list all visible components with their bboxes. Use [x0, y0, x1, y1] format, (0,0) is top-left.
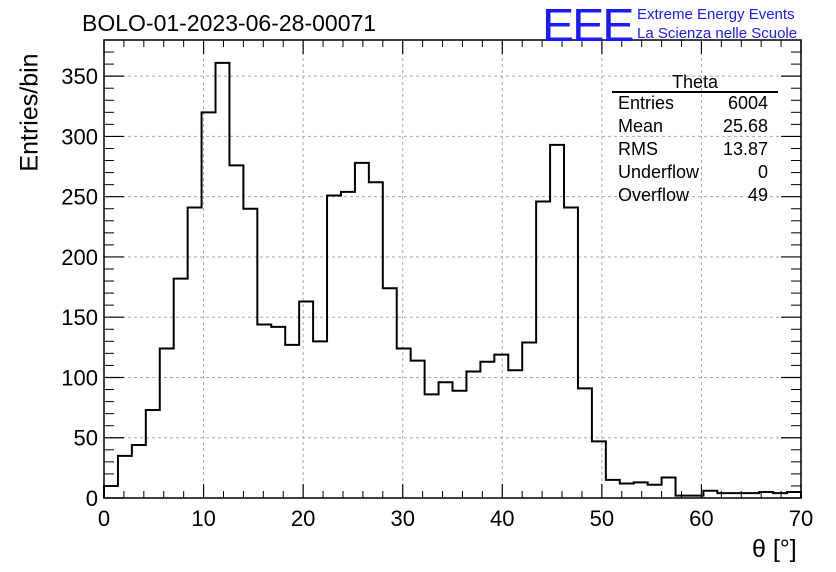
stats-label: RMS [618, 139, 658, 159]
histogram-bin [202, 112, 216, 498]
stats-row-entries: Entries 6004 [618, 93, 768, 115]
x-axis-label: θ [°] [752, 535, 797, 563]
x-tick-label: 40 [490, 506, 514, 531]
histogram-bin [453, 391, 467, 498]
histogram-bin [759, 492, 773, 498]
histogram-bin [536, 202, 550, 498]
x-tick-label: 0 [98, 506, 110, 531]
stats-value: 25.68 [722, 116, 768, 136]
logo-line-2: La Scienza nelle Scuole [637, 25, 798, 42]
histogram-bin [676, 496, 690, 498]
histogram-bin [355, 163, 369, 498]
y-axis-label: Entries/bin [15, 53, 44, 172]
stats-value: 6004 [727, 93, 768, 113]
histogram-bin [717, 493, 731, 498]
stats-value: 0 [757, 162, 768, 182]
axis-ticks: 0 10 20 30 40 50 60 70 0 50 100 150 200 250 300 350 [61, 40, 813, 531]
histogram-bin [689, 496, 703, 498]
x-tick-label: 50 [590, 506, 614, 531]
histogram-bin [773, 493, 787, 498]
stats-box: Theta Entries 6004 Mean 25.68 RMS 13.87 … [612, 72, 778, 212]
y-tick-label: 250 [61, 185, 98, 210]
histogram-bin [104, 486, 118, 498]
x-tick-label: 10 [191, 506, 215, 531]
histogram-bin [662, 478, 676, 498]
histogram-bin [118, 456, 132, 498]
stats-title: Theta [671, 72, 719, 92]
histogram-bin [160, 349, 174, 498]
stats-row-mean: Mean 25.68 [618, 116, 768, 138]
stats-label: Overflow [618, 185, 690, 205]
stats-row-rms: RMS 13.87 [618, 139, 768, 161]
stats-row-underflow: Underflow 0 [618, 162, 768, 184]
histogram-bin [578, 388, 592, 498]
histogram-bin [285, 345, 299, 498]
histogram-bin [703, 491, 717, 498]
histogram-bin [229, 165, 243, 498]
histogram-bin [299, 302, 313, 498]
histogram-bin [383, 288, 397, 498]
histogram-bin [648, 485, 662, 498]
stats-divider [612, 91, 778, 93]
stats-label: Entries [618, 93, 675, 113]
histogram-bin [425, 394, 439, 498]
y-tick-label: 300 [61, 124, 98, 149]
x-tick-label: 60 [689, 506, 713, 531]
histogram-bin [257, 324, 271, 498]
logo-mark: EEE [542, 0, 634, 51]
stats-row-overflow: Overflow 49 [618, 185, 768, 207]
histogram-bin [369, 182, 383, 498]
eee-logo: EEE Extreme Energy Events La Scienza nel… [542, 2, 834, 48]
histogram-bin [271, 327, 285, 498]
histogram-bin [466, 371, 480, 498]
histogram-bin [592, 441, 606, 498]
histogram-bin [174, 279, 188, 498]
y-tick-label: 0 [86, 486, 98, 511]
x-tick-label: 70 [789, 506, 813, 531]
y-tick-label: 350 [61, 64, 98, 89]
histogram-bin [564, 208, 578, 498]
histogram-bin [411, 361, 425, 498]
histogram-bin [439, 382, 453, 498]
stats-label: Mean [618, 116, 664, 136]
histogram-bin [494, 355, 508, 498]
histogram-bin [731, 493, 745, 498]
stats-value: 13.87 [722, 139, 768, 159]
histogram-outline [103, 61, 802, 498]
histogram-bin [341, 192, 355, 498]
histogram-bin [327, 195, 341, 498]
histogram-bin [550, 145, 564, 498]
stats-value: 49 [747, 185, 768, 205]
histogram-bin [620, 484, 634, 498]
histogram-bin [188, 208, 202, 498]
histogram-bin [745, 493, 759, 498]
histogram-bin [216, 63, 230, 498]
histogram-bin [606, 480, 620, 498]
histogram-bin [132, 445, 146, 498]
histogram-bin [634, 482, 648, 498]
grid [104, 40, 801, 498]
stats-label: Underflow [618, 162, 700, 182]
histogram-bin [313, 341, 327, 498]
histogram-bin [522, 343, 536, 498]
histogram-bin [243, 209, 257, 498]
histogram-bin [146, 410, 160, 498]
y-tick-label: 150 [61, 305, 98, 330]
histogram-bin [508, 370, 522, 498]
logo-line-1: Extreme Energy Events [637, 6, 795, 23]
y-tick-label: 200 [61, 245, 98, 270]
x-tick-label: 30 [390, 506, 414, 531]
y-tick-label: 100 [61, 365, 98, 390]
histogram-bin [397, 349, 411, 498]
histogram-bin [787, 492, 801, 498]
y-tick-label: 50 [74, 426, 98, 451]
chart-title: BOLO-01-2023-06-28-00071 [82, 10, 377, 36]
x-tick-label: 20 [291, 506, 315, 531]
histogram-bin [480, 362, 494, 498]
